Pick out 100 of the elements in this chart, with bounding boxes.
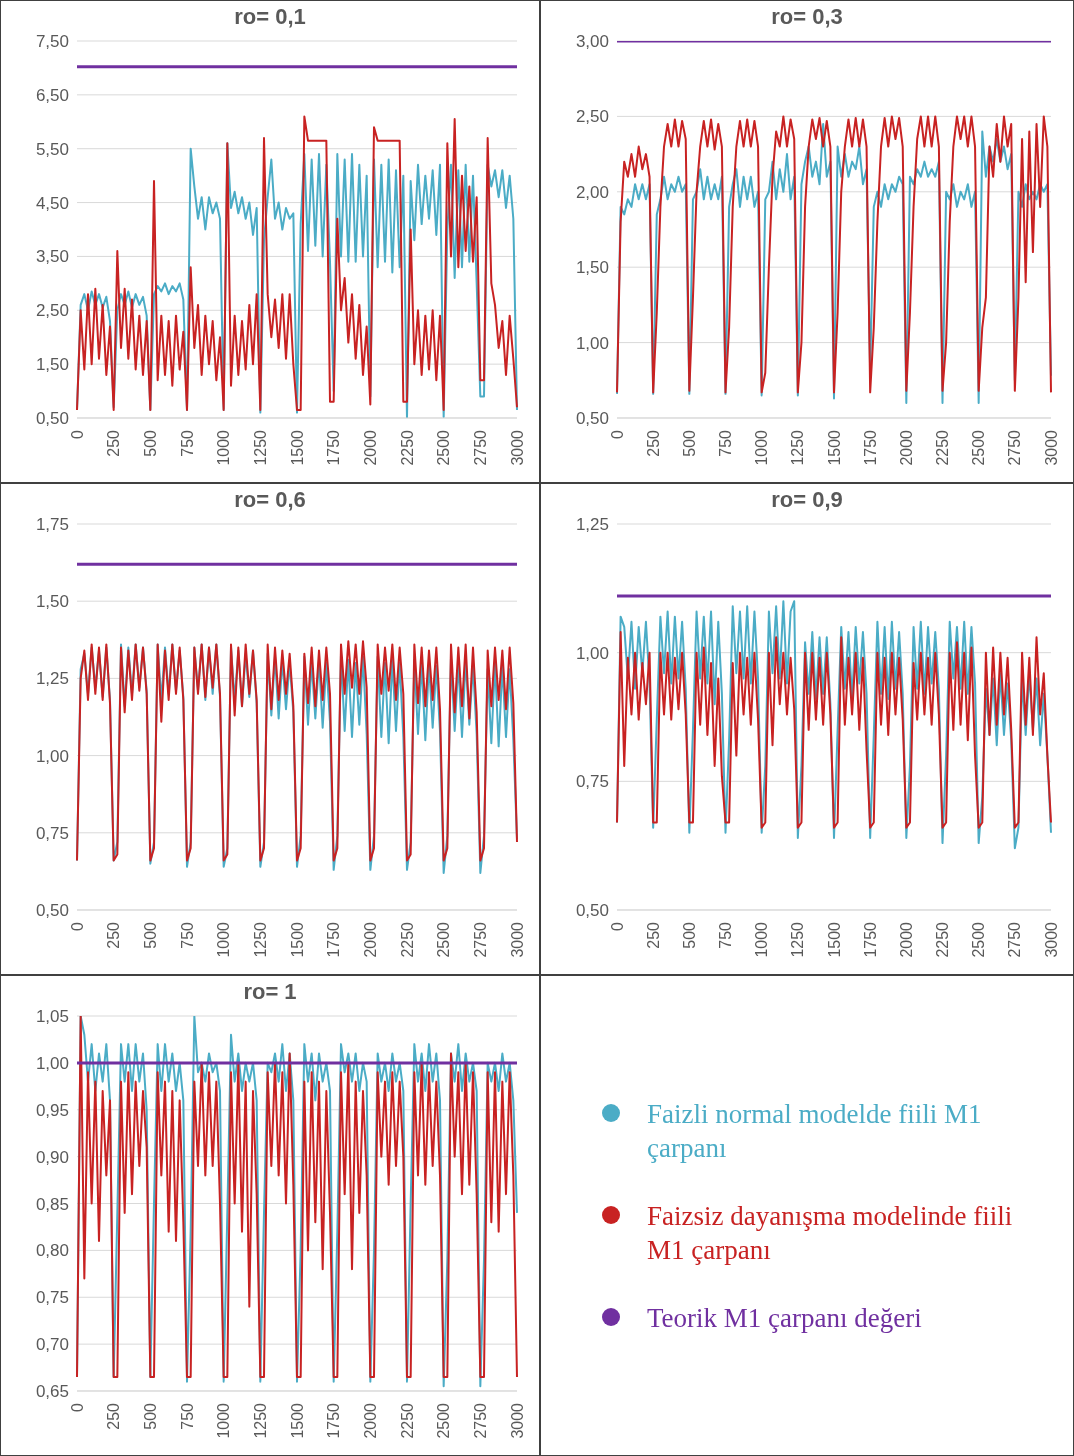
y-tick-label: 3,50 xyxy=(35,247,69,267)
x-tick-label: 1750 xyxy=(861,429,879,466)
x-tick-label: 1750 xyxy=(861,921,879,958)
y-tick-label: 1,00 xyxy=(575,643,609,663)
x-tick-label: 250 xyxy=(105,429,123,457)
x-tick-label: 500 xyxy=(680,921,698,949)
x-tick-label: 1250 xyxy=(251,1402,269,1439)
x-tick-label: 3000 xyxy=(1042,921,1060,958)
x-tick-label: 2750 xyxy=(471,1402,489,1439)
x-tick-label: 2500 xyxy=(435,429,453,466)
x-tick-label: 1500 xyxy=(825,921,843,958)
x-tick-label: 2000 xyxy=(361,1402,379,1439)
x-tick-label: 0 xyxy=(608,429,626,439)
y-tick-label: 5,50 xyxy=(35,139,69,159)
x-tick-label: 1000 xyxy=(215,921,233,958)
y-tick-label: 1,25 xyxy=(575,515,609,535)
x-tick-label: 1250 xyxy=(789,921,807,958)
y-tick-label: 1,75 xyxy=(35,515,69,535)
x-tick-label: 2000 xyxy=(897,921,915,958)
x-tick-label: 0 xyxy=(68,1402,86,1412)
x-tick-label: 3000 xyxy=(508,921,526,958)
y-tick-label: 2,50 xyxy=(575,107,609,127)
x-tick-label: 2250 xyxy=(398,921,416,958)
x-tick-label: 1750 xyxy=(325,429,343,466)
y-tick-label: 1,50 xyxy=(35,592,69,612)
x-tick-label: 2000 xyxy=(361,921,379,958)
chart-title: ro= 0,3 xyxy=(770,3,844,31)
x-tick-label: 1250 xyxy=(251,921,269,958)
y-tick-label: 4,50 xyxy=(35,193,69,213)
chart-title: ro= 0,6 xyxy=(233,486,307,514)
y-tick-label: 0,75 xyxy=(575,772,609,792)
x-tick-label: 1000 xyxy=(215,429,233,466)
chart-title: ro= 1 xyxy=(242,978,298,1006)
x-tick-label: 2500 xyxy=(435,1402,453,1439)
y-tick-label: 0,70 xyxy=(35,1335,69,1355)
x-tick-label: 2250 xyxy=(398,429,416,466)
y-tick-label: 0,65 xyxy=(35,1382,69,1402)
x-tick-label: 2000 xyxy=(361,429,379,466)
line-series xyxy=(616,600,1052,850)
x-tick-label: 2250 xyxy=(934,429,951,466)
y-tick-label: 2,50 xyxy=(35,301,69,321)
x-tick-label: 2500 xyxy=(970,429,988,466)
y-tick-label: 0,80 xyxy=(35,1241,69,1261)
y-tick-label: 0,85 xyxy=(35,1194,69,1214)
x-tick-label: 1000 xyxy=(753,921,771,958)
x-tick-label: 2000 xyxy=(897,429,915,466)
x-tick-label: 750 xyxy=(178,1402,196,1430)
x-tick-label: 500 xyxy=(141,921,159,949)
y-tick-label: 0,50 xyxy=(575,901,609,921)
x-tick-label: 2250 xyxy=(934,921,951,958)
y-tick-label: 0,50 xyxy=(35,901,69,921)
y-tick-label: 3,00 xyxy=(575,32,609,52)
line-series xyxy=(616,631,1052,829)
x-tick-label: 1000 xyxy=(215,1402,233,1439)
legend-label: Faizsiz dayanışma modelinde fiili M1 çarpanı xyxy=(647,1199,1014,1267)
x-tick-label: 1750 xyxy=(325,1402,343,1439)
x-tick-label: 750 xyxy=(717,921,734,949)
y-tick-label: 1,50 xyxy=(575,258,609,278)
x-tick-label: 250 xyxy=(105,1402,123,1430)
x-tick-label: 500 xyxy=(141,1402,159,1430)
x-tick-label: 1500 xyxy=(288,429,306,466)
x-tick-label: 0 xyxy=(608,921,626,931)
x-tick-label: 750 xyxy=(178,429,196,457)
x-tick-label: 1000 xyxy=(753,429,771,466)
y-tick-label: 7,50 xyxy=(35,32,69,52)
y-tick-label: 1,00 xyxy=(575,333,609,353)
x-tick-label: 0 xyxy=(68,921,86,931)
legend-label: Faizli normal modelde fiili M1 çarpanı xyxy=(647,1097,983,1165)
x-tick-label: 2500 xyxy=(970,921,988,958)
y-tick-label: 2,00 xyxy=(575,182,609,202)
y-tick-label: 1,00 xyxy=(35,1053,69,1073)
x-tick-label: 2750 xyxy=(1006,429,1024,466)
y-tick-label: 0,50 xyxy=(35,409,69,429)
x-tick-label: 1500 xyxy=(825,429,843,466)
x-tick-label: 500 xyxy=(141,429,159,457)
x-tick-label: 250 xyxy=(644,921,662,949)
y-tick-label: 0,75 xyxy=(35,823,69,843)
y-tick-label: 1,25 xyxy=(35,669,69,689)
y-tick-label: 0,75 xyxy=(35,1288,69,1308)
y-tick-label: 0,50 xyxy=(575,409,609,429)
y-tick-label: 0,90 xyxy=(35,1147,69,1167)
x-tick-label: 2750 xyxy=(471,921,489,958)
x-tick-label: 1250 xyxy=(789,429,807,466)
y-tick-label: 1,00 xyxy=(35,746,69,766)
legend-label: Teorik M1 çarpanı değeri xyxy=(647,1301,923,1335)
y-tick-label: 6,50 xyxy=(35,85,69,105)
y-tick-label: 0,95 xyxy=(35,1100,69,1120)
x-tick-label: 500 xyxy=(680,429,698,457)
chart-title: ro= 0,9 xyxy=(770,486,844,514)
chart-title: ro= 0,1 xyxy=(233,3,307,31)
y-tick-label: 1,50 xyxy=(35,355,69,375)
x-tick-label: 1500 xyxy=(288,1402,306,1439)
x-tick-label: 3000 xyxy=(1042,429,1060,466)
y-tick-label: 1,05 xyxy=(35,1007,69,1027)
x-tick-label: 2750 xyxy=(1006,921,1024,958)
x-tick-label: 0 xyxy=(68,429,86,439)
x-tick-label: 750 xyxy=(717,429,734,457)
x-tick-label: 250 xyxy=(644,429,662,457)
x-tick-label: 250 xyxy=(105,921,123,949)
x-tick-label: 750 xyxy=(178,921,196,949)
